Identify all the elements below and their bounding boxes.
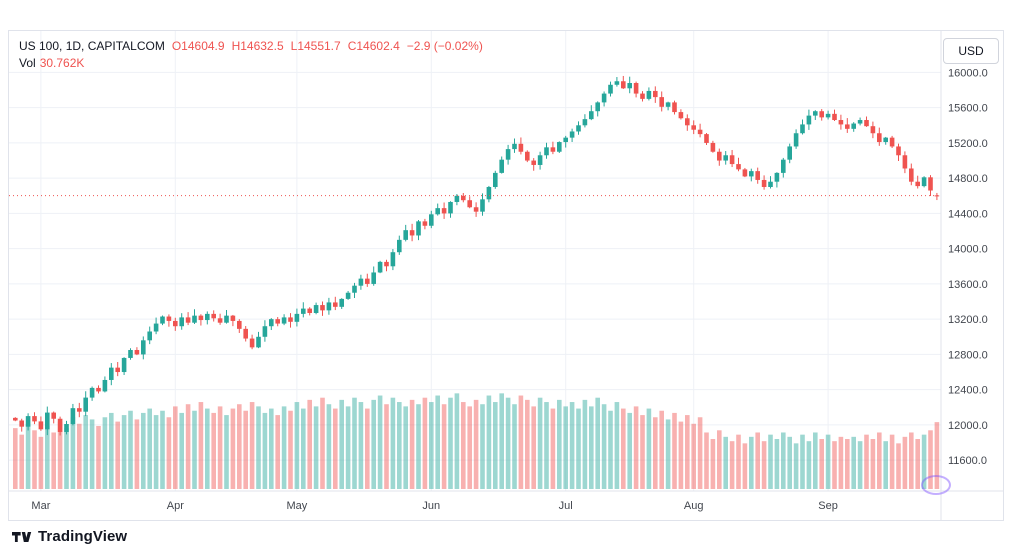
legend-row-ohlc: US 100, 1D, CAPITALCOM O14604.9 H14632.5 L1… [19,38,483,55]
svg-text:15600.0: 15600.0 [948,103,988,115]
open-value: 14604.9 [181,39,225,53]
svg-text:13200.0: 13200.0 [948,314,988,326]
price-chart-svg[interactable]: 16000.0 15600.0 15200.0 14800.0 14400.0 14000… [9,31,1003,520]
svg-text:Mar: Mar [31,500,50,512]
annotation-circle [921,475,951,495]
change-value: −2.9 (−0.02%) [406,39,483,53]
price-scale[interactable] [941,31,1003,491]
svg-text:14800.0: 14800.0 [948,173,988,185]
tradingview-attribution[interactable]: TradingView [12,528,127,545]
svg-text:13600.0: 13600.0 [948,279,988,291]
svg-text:14000.0: 14000.0 [948,244,988,256]
symbol-title[interactable]: US 100, 1D, CAPITALCOM [19,39,165,53]
high-label: H [231,39,241,53]
svg-text:12400.0: 12400.0 [948,385,988,397]
low-value: 14551.7 [297,39,341,53]
svg-text:May: May [287,500,308,512]
volume-label: Vol [19,56,36,70]
svg-text:12800.0: 12800.0 [948,349,988,361]
svg-text:14400.0: 14400.0 [948,208,988,220]
low-label: L [290,39,298,53]
tradingview-wordmark: TradingView [38,528,128,545]
legend-row-volume: Vol 30.762K [19,55,483,72]
high-value: 14632.5 [240,39,284,53]
chart-legend: US 100, 1D, CAPITALCOM O14604.9 H14632.5 L1… [19,38,483,72]
chart-widget: 16000.0 15600.0 15200.0 14800.0 14400.0 14000… [8,30,1004,521]
svg-text:15200.0: 15200.0 [948,138,988,150]
time-scale[interactable] [9,491,941,520]
svg-text:Jun: Jun [422,500,440,512]
svg-text:11600.0: 11600.0 [948,455,987,467]
svg-text:Apr: Apr [167,500,184,512]
volume-value: 30.762K [39,56,85,70]
svg-text:Aug: Aug [684,500,704,512]
tradingview-logo-icon [12,529,32,545]
svg-text:Sep: Sep [818,500,838,512]
open-label: O [171,39,182,53]
currency-button[interactable]: USD [943,38,999,64]
svg-text:16000.0: 16000.0 [948,67,988,79]
close-label: C [347,39,357,53]
svg-text:Jul: Jul [559,500,573,512]
svg-text:12000.0: 12000.0 [948,420,988,432]
close-value: 14602.4 [356,39,400,53]
